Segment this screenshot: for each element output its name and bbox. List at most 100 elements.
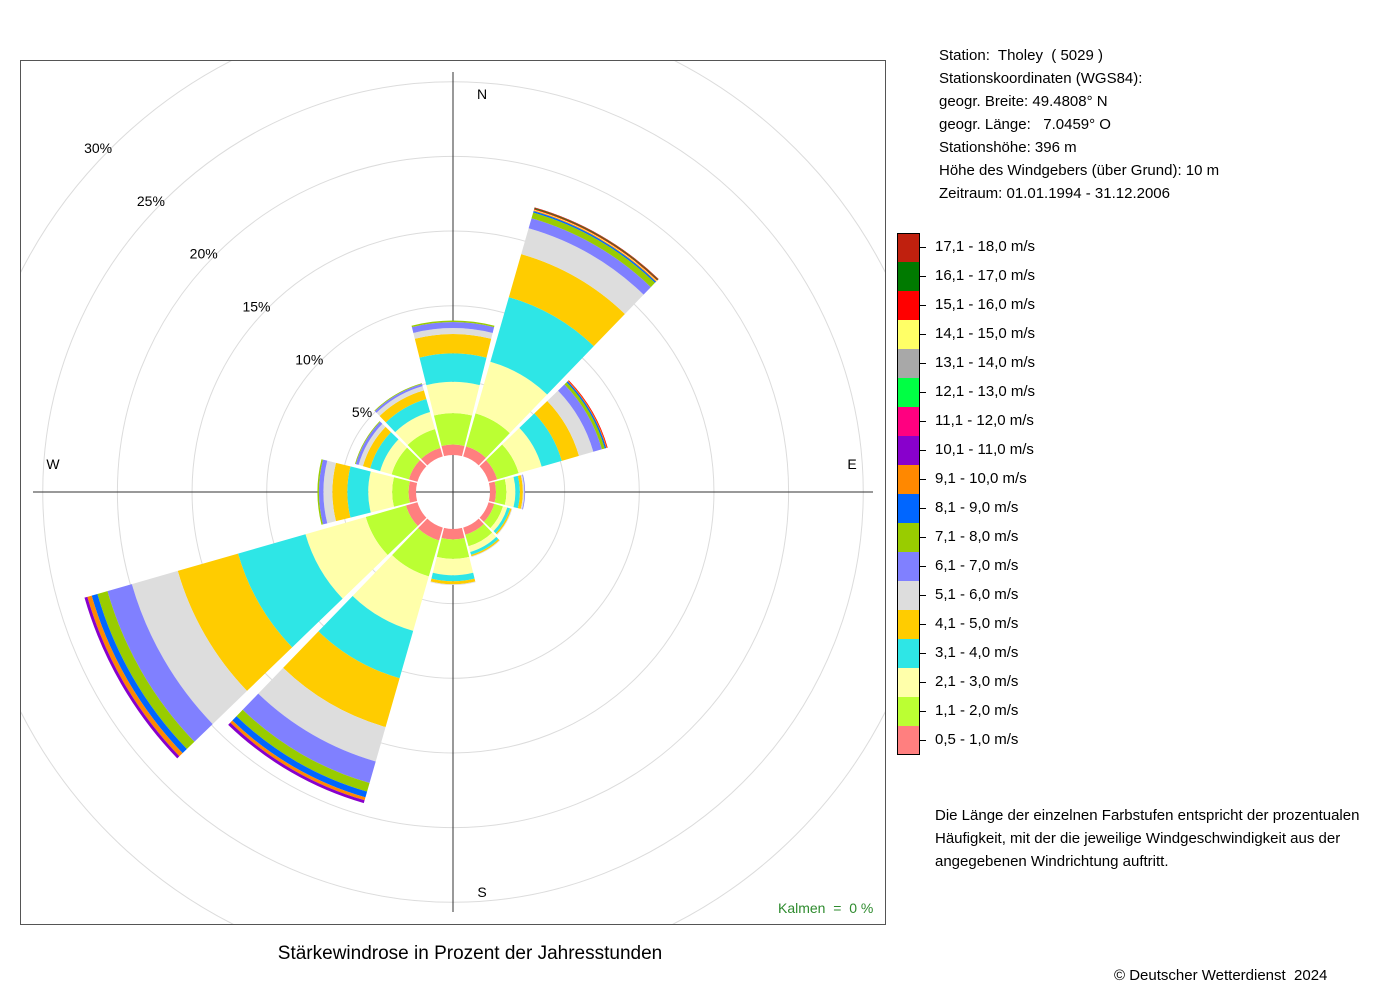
legend-label: 17,1 - 18,0 m/s xyxy=(935,238,1036,255)
legend-label: 1,1 - 2,0 m/s xyxy=(935,702,1019,719)
station-latitude: geogr. Breite: 49.4808° N xyxy=(939,93,1108,110)
legend-swatch xyxy=(897,262,920,291)
rose-segment xyxy=(408,481,418,503)
calm-percentage: Kalmen = 0 % xyxy=(778,900,874,916)
rose-segment xyxy=(528,218,651,295)
legend-tick xyxy=(920,421,926,422)
legend-swatch xyxy=(897,523,920,552)
rose-segment xyxy=(414,334,492,358)
rose-segment xyxy=(508,254,625,347)
rose-segment xyxy=(465,523,493,547)
legend-tick xyxy=(920,537,926,538)
rose-segment xyxy=(431,572,475,582)
legend-label: 6,1 - 7,0 m/s xyxy=(935,557,1019,574)
rose-segment xyxy=(441,444,465,457)
legend-swatch xyxy=(897,581,920,610)
rose-segment xyxy=(436,538,470,559)
legend-label: 2,1 - 3,0 m/s xyxy=(935,673,1019,690)
rose-segment xyxy=(368,471,394,513)
rose-segment xyxy=(419,353,487,386)
rose-segment xyxy=(466,413,510,458)
legend-tick xyxy=(920,334,926,335)
rose-segment xyxy=(238,534,343,648)
rose-segment xyxy=(413,328,493,339)
rose-segment xyxy=(463,518,484,535)
rose-segment xyxy=(521,228,644,314)
rose-segment xyxy=(355,421,383,465)
rose-segment xyxy=(385,399,431,433)
rose-segment xyxy=(421,447,443,466)
rose-segment xyxy=(558,384,602,452)
rose-segment xyxy=(332,462,351,522)
rose-segment xyxy=(430,578,476,585)
rose-segment xyxy=(471,539,500,557)
legend-swatch xyxy=(897,726,920,755)
legend-label: 10,1 - 11,0 m/s xyxy=(935,441,1034,458)
compass-label-east: E xyxy=(847,456,856,472)
legend-tick xyxy=(920,450,926,451)
legend-label: 12,1 - 13,0 m/s xyxy=(935,383,1036,400)
rose-segment xyxy=(407,429,441,459)
rose-segment xyxy=(490,506,508,532)
wind-rose-chart: 5% 10% 15% 20% 25% 30% N E S W xyxy=(21,61,885,924)
legend-swatch xyxy=(897,320,920,349)
rose-segment xyxy=(258,667,386,762)
rose-segment xyxy=(468,532,497,552)
legend-tick xyxy=(920,595,926,596)
rose-segment xyxy=(323,460,336,524)
ring-label: 30% xyxy=(84,140,112,156)
legend-tick xyxy=(920,566,926,567)
legend-swatch xyxy=(897,668,920,697)
station-elevation: Stationshöhe: 396 m xyxy=(939,139,1077,156)
rose-segment xyxy=(432,556,474,576)
legend-label: 5,1 - 6,0 m/s xyxy=(935,586,1019,603)
legend-swatch xyxy=(897,610,920,639)
rose-segment xyxy=(318,595,414,679)
legend-label: 15,1 - 16,0 m/s xyxy=(935,296,1036,313)
legend-tick xyxy=(920,624,926,625)
legend-label: 16,1 - 17,0 m/s xyxy=(935,267,1036,284)
rose-segment xyxy=(520,474,525,510)
rose-segment xyxy=(463,446,486,466)
rose-segment xyxy=(305,517,388,599)
rose-segment xyxy=(107,584,213,742)
rose-segment xyxy=(513,475,520,509)
rose-segment xyxy=(411,322,495,333)
rose-segment xyxy=(531,212,656,288)
time-period: Zeitraum: 01.01.1994 - 31.12.2006 xyxy=(939,185,1170,202)
ring-label: 10% xyxy=(295,351,323,367)
legend-swatch xyxy=(897,436,920,465)
rose-segment xyxy=(522,474,526,510)
rose-segment xyxy=(358,423,386,467)
rose-segment xyxy=(441,527,465,540)
legend-label: 14,1 - 15,0 m/s xyxy=(935,325,1036,342)
legend-tick xyxy=(920,479,926,480)
rose-segment xyxy=(362,426,391,469)
legend-swatch xyxy=(897,378,920,407)
ring-label: 25% xyxy=(137,193,165,209)
plot-frame xyxy=(20,60,886,925)
rose-plot-area: 5% 10% 15% 20% 25% 30% N E S W xyxy=(21,61,885,924)
legend-swatch xyxy=(897,494,920,523)
legend-swatch xyxy=(897,465,920,494)
legend-tick xyxy=(920,392,926,393)
rose-segment xyxy=(483,503,503,529)
rose-segment xyxy=(380,439,408,475)
rose-segment xyxy=(426,381,480,416)
chart-title: Stärkewindrose in Prozent der Jahresstun… xyxy=(277,943,663,964)
rose-segment xyxy=(370,432,399,472)
legend-swatch xyxy=(897,233,920,262)
rose-segment xyxy=(502,427,542,474)
rose-segment xyxy=(395,411,435,445)
ring-label: 20% xyxy=(190,246,218,262)
legend-label: 3,1 - 4,0 m/s xyxy=(935,644,1019,661)
rose-segment xyxy=(347,466,371,518)
legend-swatch xyxy=(897,291,920,320)
rose-segment xyxy=(365,505,418,556)
rose-segment xyxy=(534,400,579,461)
rose-segment xyxy=(392,528,440,577)
legend-label: 11,1 - 12,0 m/s xyxy=(935,412,1034,429)
legend-swatch xyxy=(897,639,920,668)
rose-segment xyxy=(91,593,187,754)
rose-segment xyxy=(376,386,424,416)
